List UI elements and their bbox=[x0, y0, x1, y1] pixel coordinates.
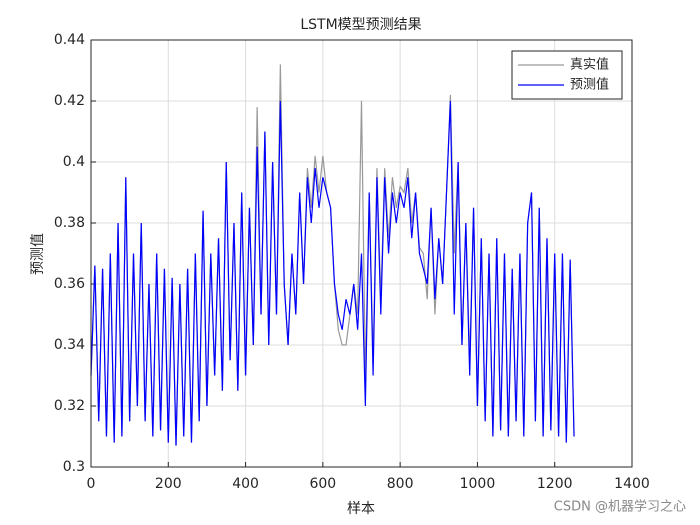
legend-box bbox=[511, 50, 623, 100]
x-tick-label: 0 bbox=[87, 476, 96, 492]
y-axis-label: 预测值 bbox=[30, 233, 46, 275]
x-tick-label: 400 bbox=[232, 476, 259, 492]
x-tick-label: 200 bbox=[155, 476, 182, 492]
series-line bbox=[90, 100, 575, 446]
y-tick-label: 0.3 bbox=[63, 459, 85, 475]
x-tick-label: 800 bbox=[387, 476, 414, 492]
watermark: CSDN @机器学习之心 bbox=[554, 499, 686, 515]
y-tick-label: 0.36 bbox=[54, 276, 85, 292]
y-tick-label: 0.38 bbox=[54, 215, 85, 231]
y-tick-label: 0.4 bbox=[63, 154, 85, 170]
legend-label: 真实值 bbox=[570, 57, 609, 73]
chart-title: LSTM模型预测结果 bbox=[300, 17, 421, 33]
x-tick-label: 1400 bbox=[614, 476, 650, 492]
legend-label: 预测值 bbox=[570, 77, 609, 93]
y-tick-label: 0.42 bbox=[54, 93, 85, 109]
x-axis-label: 样本 bbox=[347, 501, 375, 517]
x-tick-label: 600 bbox=[309, 476, 336, 492]
y-tick-label: 0.34 bbox=[54, 337, 85, 353]
plot-frame bbox=[90, 39, 633, 468]
y-tick-label: 0.44 bbox=[54, 32, 85, 48]
x-tick-label: 1200 bbox=[537, 476, 573, 492]
y-tick-label: 0.32 bbox=[54, 398, 85, 414]
x-tick-label: 1000 bbox=[460, 476, 496, 492]
